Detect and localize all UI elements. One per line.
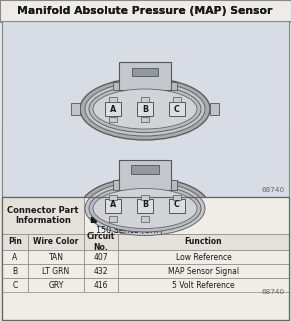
Bar: [109, 97, 117, 102]
Bar: [2, 264, 28, 278]
Bar: [141, 117, 149, 122]
Bar: [2, 300, 289, 320]
Ellipse shape: [80, 178, 210, 239]
Bar: [118, 264, 289, 278]
Bar: [109, 195, 117, 201]
Bar: [0, 0, 291, 21]
Bar: [171, 82, 177, 90]
Bar: [118, 250, 289, 264]
Text: Pin: Pin: [8, 238, 22, 247]
Bar: [28, 250, 84, 264]
Bar: [105, 102, 121, 116]
Bar: [2, 197, 84, 234]
Text: A: A: [110, 105, 116, 114]
Text: Manifold Absolute Pressure (MAP) Sensor: Manifold Absolute Pressure (MAP) Sensor: [17, 6, 273, 16]
Bar: [137, 102, 153, 116]
Text: 416: 416: [94, 281, 108, 290]
Bar: [119, 62, 171, 90]
Text: 5 Volt Reference: 5 Volt Reference: [172, 281, 235, 290]
Ellipse shape: [80, 78, 210, 140]
Text: A: A: [110, 200, 116, 209]
Text: ■ 3-Way F Metri Pack: ■ 3-Way F Metri Pack: [90, 215, 176, 224]
Text: C: C: [13, 281, 18, 290]
Bar: [2, 21, 289, 197]
Text: Function: Function: [185, 238, 222, 247]
Bar: [70, 203, 80, 214]
Text: Wire Color: Wire Color: [33, 238, 79, 247]
Text: C: C: [174, 105, 180, 114]
Bar: [119, 160, 171, 190]
Text: 432: 432: [94, 266, 108, 275]
Bar: [2, 197, 289, 320]
Text: 407: 407: [94, 253, 108, 262]
Bar: [84, 250, 118, 264]
Bar: [2, 250, 28, 264]
Bar: [2, 124, 289, 300]
Bar: [210, 203, 220, 214]
Text: 68740: 68740: [262, 289, 285, 295]
Bar: [28, 234, 84, 250]
Bar: [84, 234, 118, 250]
Ellipse shape: [93, 89, 197, 129]
Text: 68740: 68740: [262, 187, 285, 193]
Bar: [113, 180, 119, 190]
Text: 150 Series (GRY): 150 Series (GRY): [96, 225, 163, 235]
Text: MAP Sensor Signal: MAP Sensor Signal: [168, 266, 239, 275]
Bar: [28, 278, 84, 292]
Text: B: B: [142, 105, 148, 114]
Bar: [169, 102, 185, 116]
Bar: [169, 199, 185, 213]
Bar: [171, 180, 177, 190]
Bar: [84, 278, 118, 292]
Bar: [137, 199, 153, 213]
Bar: [118, 234, 289, 250]
Bar: [2, 234, 28, 250]
Text: GRY: GRY: [48, 281, 64, 290]
Bar: [2, 278, 28, 292]
Text: A: A: [13, 253, 18, 262]
Text: C: C: [174, 200, 180, 209]
Bar: [109, 216, 117, 222]
Bar: [109, 117, 117, 122]
Bar: [141, 216, 149, 222]
Ellipse shape: [85, 82, 205, 136]
Bar: [141, 195, 149, 201]
Text: Circuit
No.: Circuit No.: [87, 232, 115, 252]
Text: LT GRN: LT GRN: [42, 266, 70, 275]
Bar: [132, 68, 158, 76]
Bar: [84, 264, 118, 278]
Bar: [210, 103, 219, 115]
Bar: [118, 278, 289, 292]
Ellipse shape: [89, 185, 201, 232]
Text: Connector Part
Information: Connector Part Information: [7, 206, 79, 225]
Bar: [28, 264, 84, 278]
Ellipse shape: [89, 85, 201, 133]
Text: ■ 1212-9946: ■ 1212-9946: [90, 204, 143, 213]
Bar: [173, 195, 181, 201]
Bar: [0, 0, 291, 22]
Bar: [113, 82, 119, 90]
Bar: [2, 197, 289, 320]
Bar: [131, 166, 159, 175]
Bar: [105, 199, 121, 213]
Bar: [173, 97, 181, 102]
Text: B: B: [13, 266, 17, 275]
Ellipse shape: [93, 188, 197, 229]
Text: TAN: TAN: [49, 253, 63, 262]
Bar: [71, 103, 80, 115]
Ellipse shape: [85, 181, 205, 236]
Bar: [84, 197, 289, 234]
Bar: [141, 97, 149, 102]
Text: B: B: [142, 200, 148, 209]
Text: Manifold Absolute Pressure (MAP) Sensor: Manifold Absolute Pressure (MAP) Sensor: [17, 5, 273, 15]
Text: Low Reference: Low Reference: [176, 253, 231, 262]
